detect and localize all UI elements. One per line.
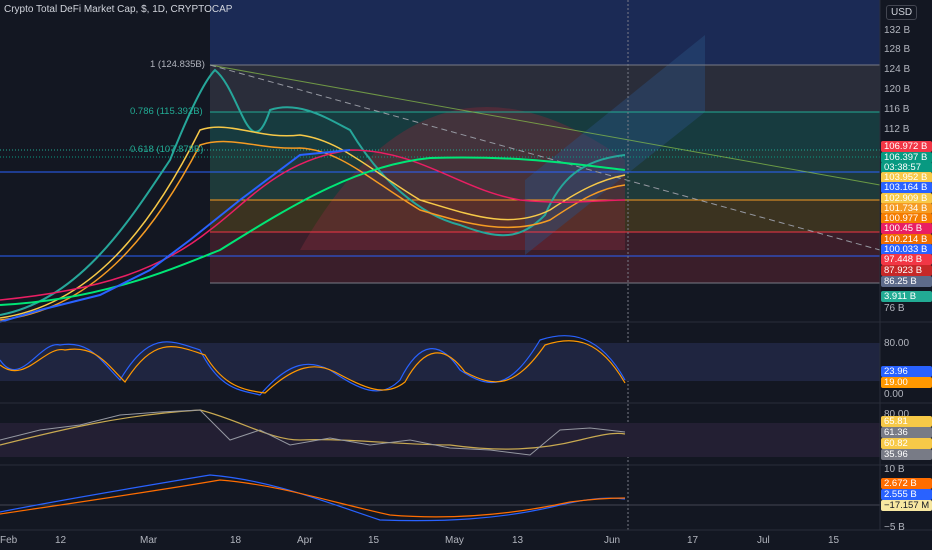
- price-tag: 100.214 B: [881, 234, 932, 245]
- arc-zone: [300, 107, 625, 250]
- price-line: [0, 68, 626, 316]
- rsi-tag: 65.81: [881, 416, 932, 427]
- zone: [210, 232, 880, 283]
- price-axis-label: 124 B: [884, 64, 911, 75]
- price-tag: 97.448 B: [881, 254, 932, 265]
- price-axis-label: 112 B: [884, 124, 910, 135]
- rsi-tag: 35.96: [881, 449, 932, 460]
- price-tag: 100.45 B: [881, 223, 932, 234]
- price-axis-label: 120 B: [884, 84, 911, 95]
- price-tag: 87.923 B: [881, 265, 932, 276]
- ma-line: [0, 156, 626, 306]
- ma-band: [0, 126, 626, 319]
- price-tag: 03:38:57: [881, 162, 932, 173]
- price-tag: 100.033 B: [881, 244, 932, 255]
- price-axis-label: 132 B: [884, 25, 911, 36]
- price-tag: 102.909 B: [881, 193, 932, 204]
- price-tag: 86.25 B: [881, 276, 932, 287]
- time-axis-label: 15: [368, 535, 380, 546]
- price-axis-label: 76 B: [884, 303, 905, 314]
- ma-line: [0, 149, 351, 323]
- time-axis-label: 18: [230, 535, 242, 546]
- rsi-axis-label: 80.00: [884, 409, 910, 420]
- price-tag: 103.164 B: [881, 182, 932, 193]
- macd-signal: [0, 479, 626, 518]
- ma-line: [0, 149, 626, 301]
- price-tag: 3.911 B: [881, 291, 932, 302]
- macd-axis-label: −5 B: [884, 522, 905, 533]
- zone: [210, 112, 880, 150]
- macd-line: [0, 474, 626, 522]
- time-axis-label: 17: [687, 535, 699, 546]
- stoch-axis-label: 80.00: [884, 338, 910, 349]
- rsi-line: [0, 409, 626, 456]
- currency-button[interactable]: USD: [886, 5, 918, 20]
- rsi-tag: 60.82: [881, 438, 932, 449]
- stoch-axis-label: 0.00: [884, 389, 904, 400]
- zone: [210, 0, 880, 65]
- fib-label: 1 (124.835B): [150, 59, 205, 70]
- macd-axis-label: 10 B: [884, 464, 905, 475]
- stoch-tag: 23.96: [881, 366, 932, 377]
- time-axis-label: Feb: [0, 535, 18, 546]
- macd-tag: 2.672 B: [881, 478, 932, 489]
- time-axis-label: 13: [512, 535, 524, 546]
- price-tag: 100.977 B: [881, 213, 932, 224]
- levels: [0, 0, 881, 530]
- time-axis-label: Jun: [604, 535, 621, 546]
- price-tag: 103.952 B: [881, 172, 932, 183]
- price-axis-label: 128 B: [884, 44, 911, 55]
- time-axis-label: 15: [828, 535, 840, 546]
- time-axis-label: 12: [55, 535, 67, 546]
- rsi-tag: 61.36: [881, 427, 932, 438]
- time-axis-label: May: [445, 535, 464, 546]
- time-axis-label: Apr: [297, 535, 313, 546]
- time-axis-label: Mar: [140, 535, 158, 546]
- price-axis-label: 116 B: [884, 104, 910, 115]
- stoch-tag: 19.00: [881, 377, 932, 388]
- stoch-d: [0, 340, 626, 394]
- price-tag: 106.972 B: [881, 141, 932, 152]
- price-tag: 101.734 B: [881, 203, 932, 214]
- zone: [210, 65, 880, 112]
- macd-tag: 2.555 B: [881, 489, 932, 500]
- time-axis-label: Jul: [757, 535, 770, 546]
- price-tag: 106.397 B: [881, 152, 932, 163]
- stoch-band: [0, 343, 880, 381]
- rsi-band: [0, 423, 880, 457]
- macd-tag: −17.157 M: [881, 500, 932, 511]
- fib-label: 0.786 (115.392B): [130, 106, 203, 117]
- fib-label: 0.618 (107.878B): [130, 144, 204, 155]
- chart-title: Crypto Total DeFi Market Cap, $, 1D, CRY…: [4, 4, 233, 15]
